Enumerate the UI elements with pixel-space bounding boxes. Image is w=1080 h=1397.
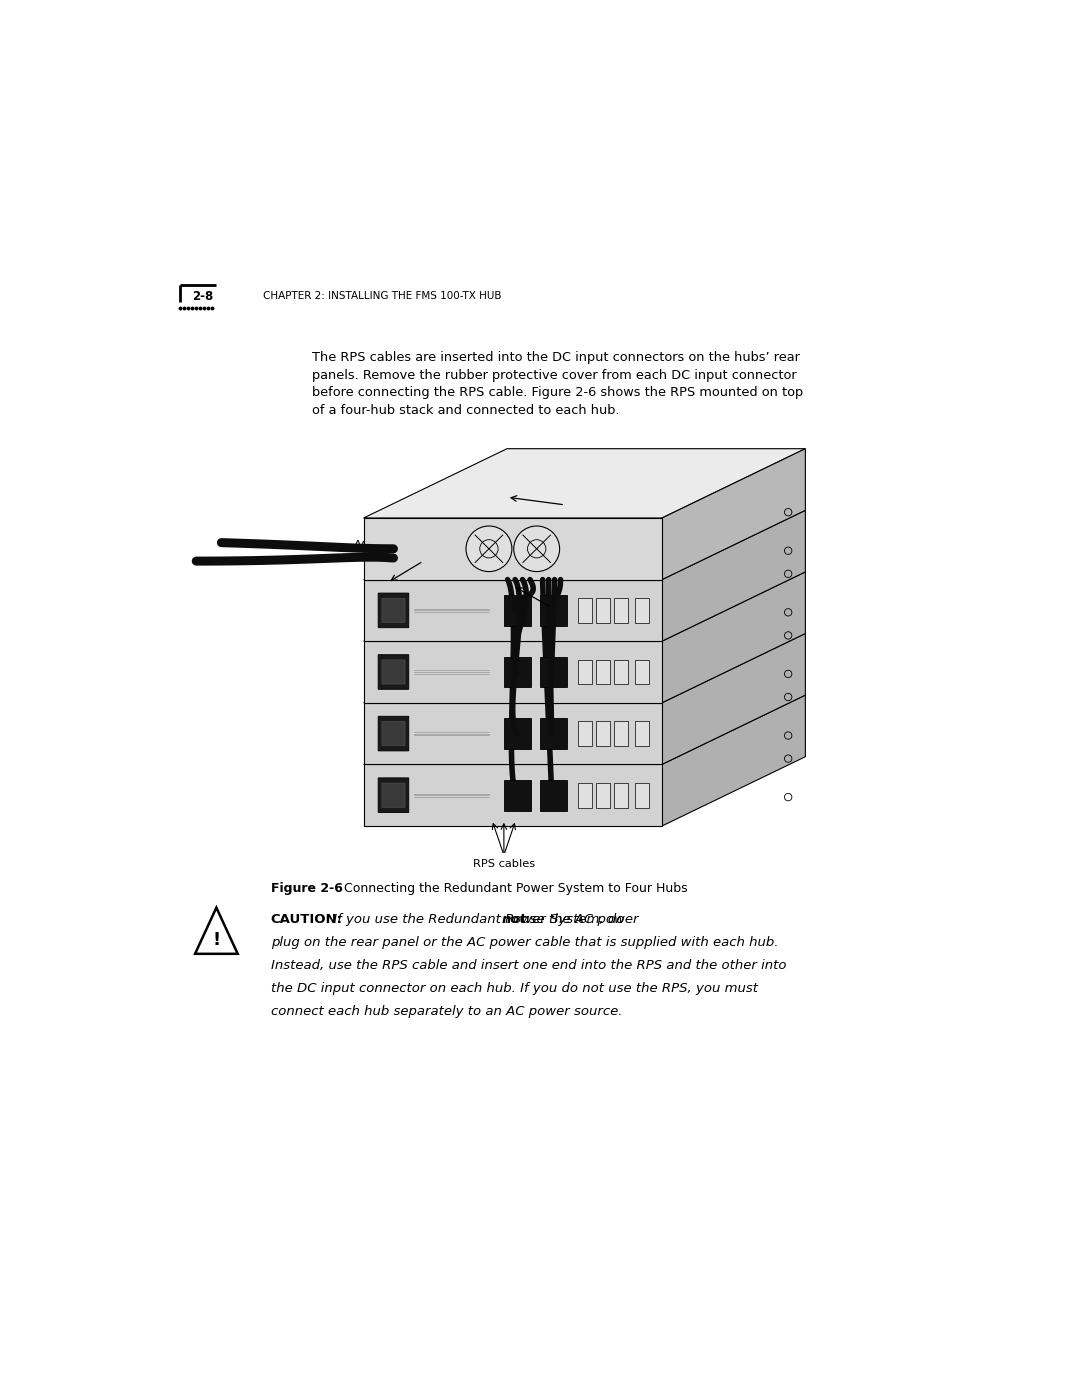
Text: Figure 2-6: Figure 2-6 xyxy=(271,882,342,895)
Bar xyxy=(615,782,627,807)
Text: the DC input connector on each hub. If you do not use the RPS, you must: the DC input connector on each hub. If y… xyxy=(271,982,758,995)
Bar xyxy=(504,718,530,749)
Bar xyxy=(540,780,567,810)
Polygon shape xyxy=(662,448,806,580)
Text: of a four-hub stack and connected to each hub.: of a four-hub stack and connected to eac… xyxy=(312,404,619,418)
Polygon shape xyxy=(662,510,806,641)
FancyBboxPatch shape xyxy=(378,655,408,689)
Text: If you use the Redundant Power System, do: If you use the Redundant Power System, d… xyxy=(328,914,629,926)
Polygon shape xyxy=(195,908,238,954)
Bar xyxy=(615,721,627,746)
Text: The RPS cables are inserted into the DC input connectors on the hubs’ rear: The RPS cables are inserted into the DC … xyxy=(312,351,799,363)
Bar xyxy=(596,659,610,685)
Text: CHAPTER 2: INSTALLING THE FMS 100-TX HUB: CHAPTER 2: INSTALLING THE FMS 100-TX HUB xyxy=(262,291,501,302)
Polygon shape xyxy=(364,518,662,580)
Bar xyxy=(579,782,592,807)
Bar xyxy=(615,598,627,623)
Polygon shape xyxy=(364,764,662,826)
Bar xyxy=(596,598,610,623)
FancyBboxPatch shape xyxy=(382,784,405,807)
Bar xyxy=(635,782,649,807)
Bar xyxy=(540,718,567,749)
Bar xyxy=(504,780,530,810)
Text: RPS cables: RPS cables xyxy=(473,859,535,869)
Text: !: ! xyxy=(213,930,220,949)
Bar xyxy=(504,657,530,687)
Bar xyxy=(635,659,649,685)
Text: Instead, use the RPS cable and insert one end into the RPS and the other into: Instead, use the RPS cable and insert on… xyxy=(271,960,786,972)
FancyBboxPatch shape xyxy=(378,594,408,627)
Polygon shape xyxy=(364,696,806,764)
FancyBboxPatch shape xyxy=(382,659,405,685)
Polygon shape xyxy=(364,641,662,703)
Polygon shape xyxy=(662,633,806,764)
Polygon shape xyxy=(662,571,806,703)
Bar xyxy=(540,657,567,687)
Polygon shape xyxy=(364,448,806,518)
Bar xyxy=(579,598,592,623)
Text: connect each hub separately to an AC power source.: connect each hub separately to an AC pow… xyxy=(271,1006,622,1018)
Text: AC power
cords: AC power cords xyxy=(354,539,408,563)
Polygon shape xyxy=(364,580,662,641)
Text: before connecting the RPS cable. Figure 2-6 shows the RPS mounted on top: before connecting the RPS cable. Figure … xyxy=(312,387,802,400)
Text: Redundant
Power
System: Redundant Power System xyxy=(535,475,596,511)
Bar xyxy=(635,598,649,623)
Polygon shape xyxy=(364,510,806,580)
Polygon shape xyxy=(662,696,806,826)
Bar xyxy=(596,782,610,807)
Circle shape xyxy=(514,527,559,571)
Bar xyxy=(635,721,649,746)
Bar xyxy=(540,595,567,626)
Text: Connecting the Redundant Power System to Four Hubs: Connecting the Redundant Power System to… xyxy=(345,882,688,895)
Circle shape xyxy=(465,527,512,571)
Text: panels. Remove the rubber protective cover from each DC input connector: panels. Remove the rubber protective cov… xyxy=(312,369,796,381)
FancyBboxPatch shape xyxy=(378,778,408,813)
Text: use the AC power: use the AC power xyxy=(516,914,638,926)
Text: not: not xyxy=(502,914,527,926)
Text: 2-8: 2-8 xyxy=(192,289,214,303)
FancyBboxPatch shape xyxy=(378,717,408,752)
FancyBboxPatch shape xyxy=(382,598,405,623)
Text: CAUTION:: CAUTION: xyxy=(271,914,342,926)
FancyBboxPatch shape xyxy=(382,721,405,746)
Bar xyxy=(596,721,610,746)
Bar xyxy=(579,721,592,746)
Polygon shape xyxy=(364,571,806,641)
Text: DC input
connector: DC input connector xyxy=(531,585,589,609)
Text: plug on the rear panel or the AC power cable that is supplied with each hub.: plug on the rear panel or the AC power c… xyxy=(271,936,778,949)
Bar xyxy=(504,595,530,626)
Polygon shape xyxy=(364,633,806,703)
Bar xyxy=(579,659,592,685)
Bar xyxy=(615,659,627,685)
Polygon shape xyxy=(364,703,662,764)
